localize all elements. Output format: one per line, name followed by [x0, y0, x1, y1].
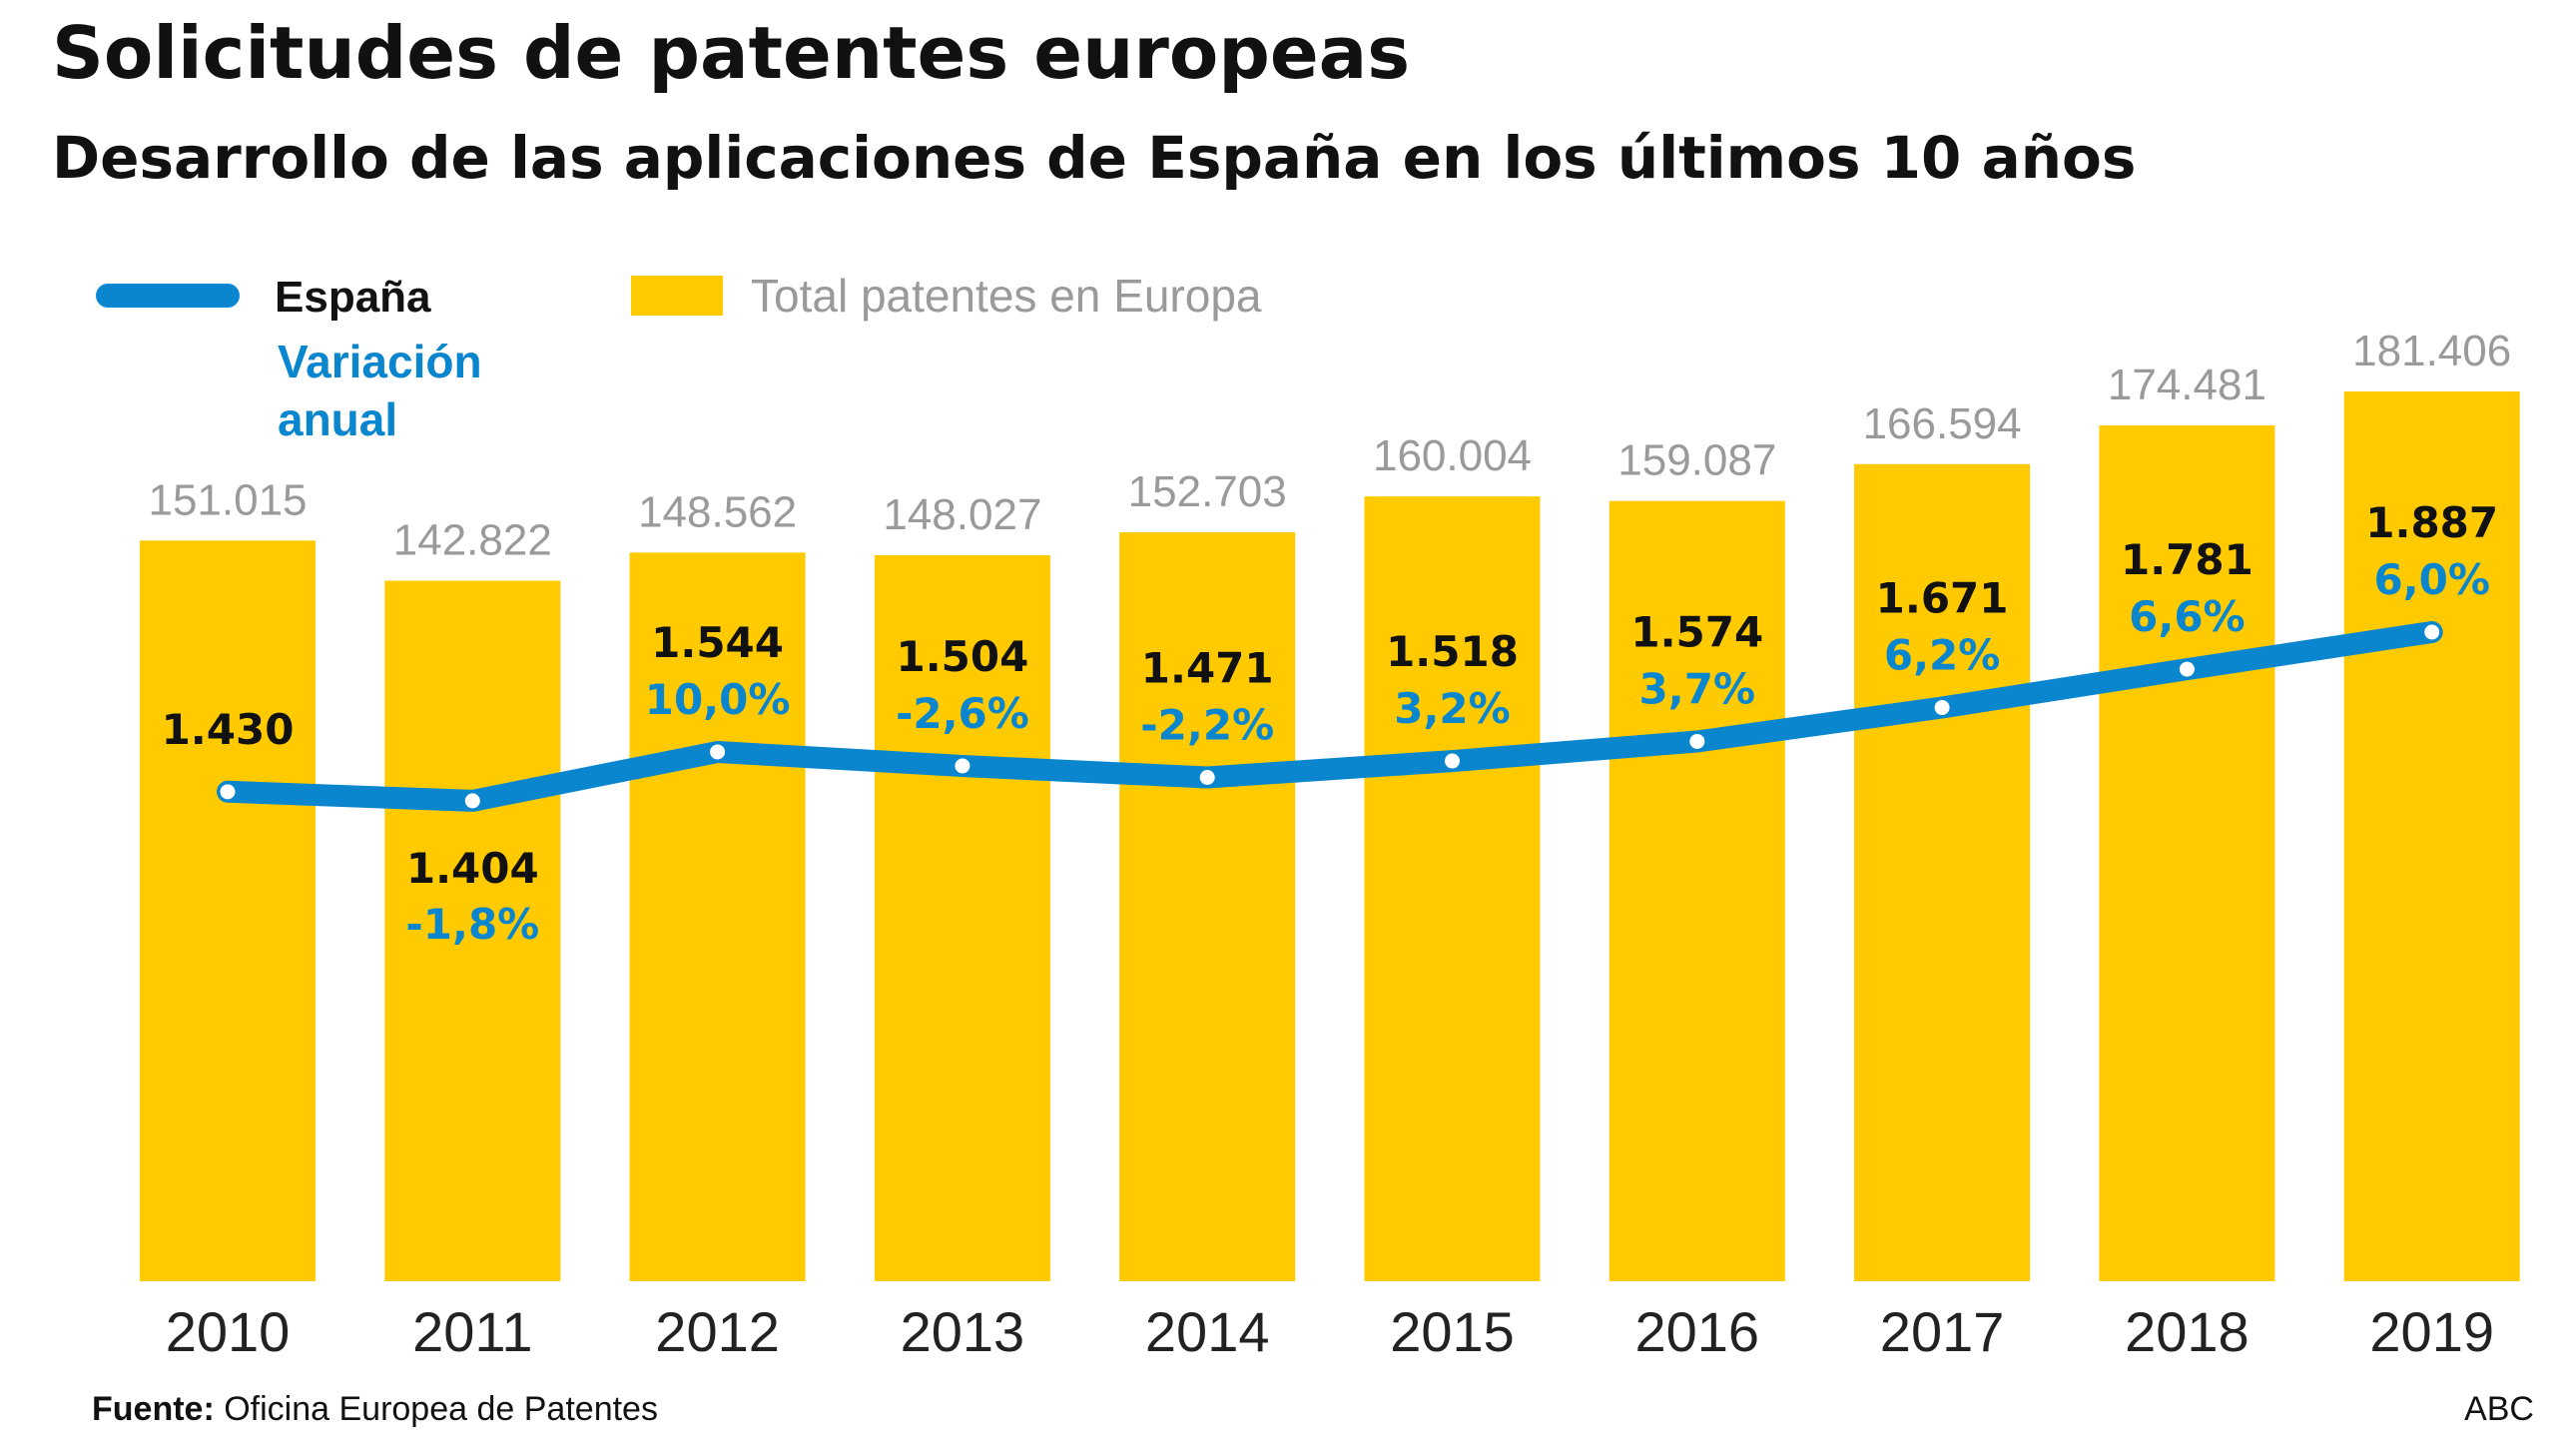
variation-label-2015: 3,2% — [1394, 684, 1510, 733]
value-label-2016: 1.574 — [1630, 607, 1763, 656]
point-2015 — [1442, 750, 1463, 772]
bars-layer — [140, 391, 2520, 1282]
total-label-2013: 148.027 — [883, 490, 1041, 539]
x-axis-labels: 2010 2011 2012 2013 2014 2015 2016 2017 2018 2019 — [166, 1300, 2494, 1363]
total-label-2011: 142.822 — [393, 516, 552, 565]
total-label-2016: 159.087 — [1617, 436, 1776, 485]
legend-line-label: España — [275, 273, 431, 322]
variation-label-2017: 6,2% — [1884, 631, 2000, 680]
variation-label-2011: -1,8% — [405, 900, 539, 949]
year-label-2019: 2019 — [2369, 1300, 2494, 1363]
year-label-2014: 2014 — [1145, 1300, 1270, 1363]
value-label-2018: 1.781 — [2121, 535, 2254, 584]
legend-variation-line1: Variación — [278, 336, 482, 387]
value-label-2015: 1.518 — [1386, 627, 1519, 676]
bar-2014 — [1119, 531, 1296, 1281]
point-2010 — [217, 781, 239, 803]
value-label-2011: 1.404 — [406, 844, 539, 893]
point-2012 — [707, 741, 729, 763]
point-2016 — [1686, 730, 1708, 752]
variation-label-2018: 6,6% — [2129, 592, 2245, 641]
value-label-2019: 1.887 — [2365, 498, 2498, 547]
line-espana — [217, 621, 2443, 812]
variation-label-2012: 10,0% — [645, 675, 791, 724]
legend-bar-label: Total patentes en Europa — [751, 270, 1262, 322]
value-label-2013: 1.504 — [896, 632, 1028, 681]
point-2013 — [952, 755, 973, 777]
year-label-2017: 2017 — [1880, 1300, 2005, 1363]
variation-label-2013: -2,6% — [896, 689, 1029, 738]
value-label-2010: 1.430 — [162, 705, 295, 754]
total-label-2012: 148.562 — [638, 487, 797, 536]
total-label-2019: 181.406 — [2352, 327, 2511, 375]
point-2018 — [2176, 658, 2198, 680]
total-label-2014: 152.703 — [1128, 467, 1287, 516]
bar-2016 — [1609, 500, 1785, 1281]
labels-layer: 1.430 1.404 -1,8% 1.544 10,0% 1.504 -2,6% 1.471… — [162, 498, 2499, 949]
credit: ABC — [2464, 1390, 2534, 1428]
total-label-2010: 151.015 — [148, 475, 307, 524]
bar-2013 — [874, 554, 1050, 1281]
value-label-2012: 1.544 — [651, 618, 784, 667]
bar-2015 — [1364, 496, 1541, 1282]
source-note: Fuente: Oficina Europea de Patentes — [92, 1390, 658, 1428]
totals-layer: 151.015 142.822 148.562 148.027 152.703 160.0… — [148, 327, 2511, 565]
variation-label-2014: -2,2% — [1140, 701, 1274, 750]
variation-label-2019: 6,0% — [2373, 555, 2489, 604]
bar-2012 — [629, 552, 806, 1281]
year-label-2010: 2010 — [166, 1300, 291, 1363]
bar-2011 — [384, 580, 561, 1281]
year-label-2012: 2012 — [655, 1300, 780, 1363]
total-label-2015: 160.004 — [1373, 431, 1532, 480]
chart-title: Solicitudes de patentes europeas — [52, 11, 1410, 95]
bar-2018 — [2099, 425, 2275, 1281]
year-label-2018: 2018 — [2125, 1300, 2250, 1363]
source-text: Oficina Europea de Patentes — [215, 1390, 658, 1428]
point-2017 — [1931, 697, 1953, 719]
year-label-2011: 2011 — [412, 1300, 532, 1363]
year-label-2016: 2016 — [1635, 1300, 1760, 1363]
line-layer — [217, 621, 2443, 812]
source-prefix: Fuente: — [92, 1390, 215, 1428]
total-label-2018: 174.481 — [2108, 361, 2266, 409]
legend-bar-swatch — [631, 276, 723, 316]
bar-2019 — [2343, 391, 2520, 1281]
point-2014 — [1196, 767, 1218, 789]
point-2011 — [461, 790, 483, 812]
point-2019 — [2421, 621, 2443, 643]
bar-2017 — [1854, 463, 2031, 1282]
bar-2010 — [140, 540, 316, 1281]
value-label-2014: 1.471 — [1141, 644, 1274, 693]
legend-variation-line2: anual — [278, 393, 397, 445]
chart-subtitle: Desarrollo de las aplicaciones de España… — [52, 124, 2136, 192]
legend: España Total patentes en Europa Variació… — [96, 270, 1262, 445]
variation-label-2016: 3,7% — [1639, 664, 1755, 713]
year-label-2013: 2013 — [901, 1300, 1025, 1363]
year-label-2015: 2015 — [1390, 1300, 1515, 1363]
value-label-2017: 1.671 — [1876, 574, 2009, 623]
total-label-2017: 166.594 — [1863, 399, 2022, 448]
